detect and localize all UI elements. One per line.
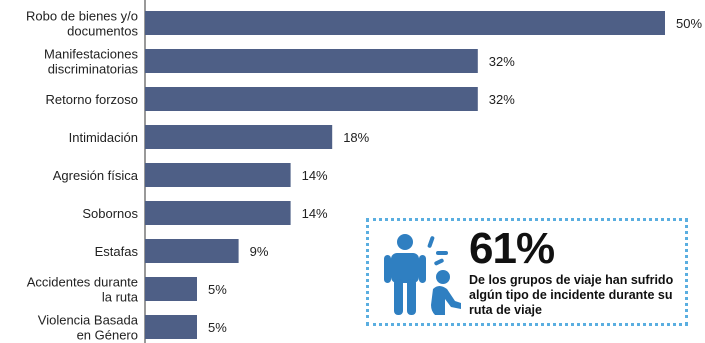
person-incident-icon: [383, 233, 463, 319]
category-label: Sobornos: [82, 206, 138, 221]
category-label-line: Estafas: [95, 244, 139, 259]
bar: [145, 239, 239, 263]
category-label: Agresión física: [53, 168, 139, 183]
bar: [145, 163, 291, 187]
bar-value-label: 14%: [302, 168, 328, 183]
category-label-line: Robo de bienes y/o: [26, 9, 138, 24]
bar: [145, 11, 665, 35]
bar-value-label: 5%: [208, 320, 227, 335]
category-label-line: la ruta: [102, 290, 139, 305]
category-label-line: Retorno forzoso: [46, 92, 139, 107]
category-label-line: Sobornos: [82, 206, 138, 221]
callout-description: De los grupos de viaje han sufrido algún…: [469, 273, 685, 318]
bar: [145, 125, 332, 149]
category-label-line: Violencia Basada: [38, 313, 139, 328]
bar-value-label: 50%: [676, 16, 702, 31]
bar-value-label: 32%: [489, 54, 515, 69]
statistic-callout: 61% De los grupos de viaje han sufrido a…: [366, 218, 688, 326]
bar-value-label: 5%: [208, 282, 227, 297]
bar-value-label: 18%: [343, 130, 369, 145]
category-label: Accidentes durante la ruta: [27, 275, 139, 305]
category-label-line: Intimidación: [69, 130, 138, 145]
category-label-line: Accidentes durante: [27, 275, 138, 290]
category-label: Retorno forzoso: [46, 92, 139, 107]
callout-percentage: 61%: [469, 227, 554, 271]
category-label-line: Agresión física: [53, 168, 139, 183]
bar-value-label: 14%: [302, 206, 328, 221]
category-label-line: documentos: [67, 24, 138, 39]
bar: [145, 49, 478, 73]
bar: [145, 315, 197, 339]
bar-value-label: 32%: [489, 92, 515, 107]
bar-value-label: 9%: [250, 244, 269, 259]
category-label-line: discriminatorias: [48, 62, 139, 77]
category-label-line: Manifestaciones: [44, 47, 138, 62]
category-label: Estafas: [95, 244, 139, 259]
bar: [145, 201, 291, 225]
category-label: Robo de bienes y/o documentos: [26, 9, 139, 39]
bar: [145, 87, 478, 111]
category-label: Intimidación: [69, 130, 138, 145]
bar: [145, 277, 197, 301]
category-label-line: en Género: [77, 328, 138, 343]
category-label: Manifestaciones discriminatorias: [44, 47, 138, 77]
category-label: Violencia Basada en Género: [38, 313, 139, 343]
